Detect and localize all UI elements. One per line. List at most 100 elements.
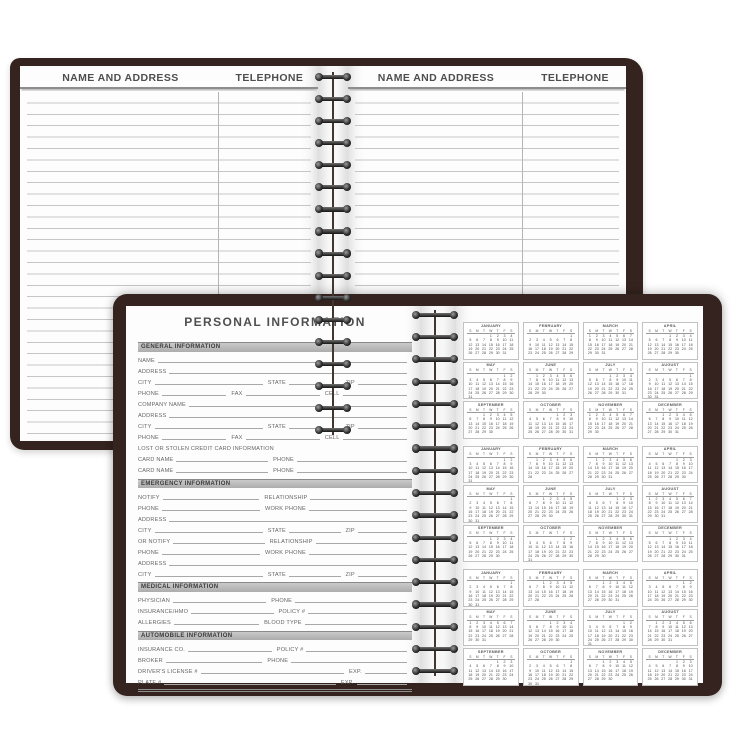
year-calendar-blocks: JANUARY S M T W T F S 1 2 3 4 5 6 7 8 9 10 11 12 13 14 15 16 17 1… (456, 306, 703, 686)
fill-in-line (200, 672, 345, 674)
page-title: PERSONAL INFORMATION (184, 315, 366, 329)
name-address-header: NAME AND ADDRESS (62, 72, 179, 84)
binding-coil (315, 249, 351, 259)
field-label: CITY (138, 571, 152, 578)
form-row: CITY STATE ZIP (138, 568, 412, 579)
spiral-binding (315, 72, 351, 435)
field-label: CITY (138, 380, 152, 386)
month-calendar: MARCH S M T W T F S 1 2 3 4 5 6 7 8 9 10 11 12 13 14 15 16 17 18 1… (582, 445, 639, 483)
day-grid: 1 2 3 4 5 6 7 8 9 10 11 12 13 14 15 16 17 18 19 20 21 22 23 24 2… (647, 620, 693, 642)
field-label: OR NOTIFY (138, 538, 171, 545)
fill-in-line (364, 672, 407, 674)
form-row: OR NOTIFY RELATIONSHIP (138, 535, 412, 546)
fill-in-line (161, 395, 227, 397)
fill-in-line (169, 520, 407, 522)
binding-coil (315, 182, 351, 192)
field-label: FAX (231, 435, 243, 441)
fill-in-line (162, 498, 260, 500)
month-calendar: APRIL S M T W T F S 1 2 3 4 5 6 7 8 9 10 11 12 13 14 15 16 17 18 1… (642, 445, 698, 483)
section-heading: EMERGENCY INFORMATION (138, 478, 412, 488)
form-row: NOTIFY RELATIONSHIP (138, 491, 412, 502)
month-calendar: JANUARY S M T W T F S 1 2 3 4 5 6 7 8 9 10 11 12 13 14 15 16 17 1… (463, 322, 519, 360)
month-name: JULY (605, 610, 616, 615)
month-calendar: OCTOBER S M T W T F S 1 2 3 4 5 6 7 8 9 10 11 12 13 14 15 16 17 1… (522, 401, 579, 439)
month-calendar: DECEMBER S M T W T F S 1 2 3 4 5 6 7 8 9 10 11 12 13 14 15 16 17… (642, 648, 698, 686)
form-row: ALLERGIES BLOOD TYPE (138, 616, 412, 627)
telephone-header: TELEPHONE (541, 72, 609, 84)
field-label: STATE (267, 424, 286, 430)
field-label: CELL (324, 391, 340, 397)
form-row: DRIVER'S LICENSE # EXP. (138, 665, 412, 676)
month-calendar: MAY S M T W T F S 1 2 3 4 5 6 7 8 9 10 11 12 13 14 15 16 17 18 19 2… (463, 361, 519, 399)
fill-in-line (308, 613, 407, 615)
month-calendar: SEPTEMBER S M T W T F S 1 2 3 4 5 6 7 8 9 10 11 12 13 14 15 16 1… (463, 648, 519, 686)
day-grid: 1 2 3 4 5 6 7 8 9 10 11 12 13 14 15 16 17 18 19 20 21 22 23 24 2… (647, 373, 693, 399)
field-label: ZIP (345, 527, 355, 534)
binding-coil (315, 116, 351, 126)
field-label: CITY (138, 424, 152, 430)
day-grid: 1 2 3 4 5 6 7 8 9 10 11 12 13 14 15 16 17 18 19 20 21 22 23 24 2… (587, 620, 633, 646)
fill-in-line (161, 439, 227, 441)
field-label: EXP. (349, 668, 362, 675)
month-name: JANUARY (480, 447, 501, 452)
month-name: SEPTEMBER (477, 402, 504, 407)
field-label: PHYSICIAN (138, 598, 170, 604)
month-name: AUGUST (661, 610, 679, 615)
fill-in-line (288, 384, 341, 386)
binding-coil (412, 355, 458, 365)
fill-in-line (154, 428, 263, 430)
binding-coil (315, 160, 351, 170)
day-grid: 1 2 3 4 5 6 7 8 9 10 11 12 13 14 15 16 17 18 19 20 21 22 23 24 2… (468, 457, 514, 483)
day-grid: 1 2 3 4 5 6 7 8 9 10 11 12 13 14 15 16 17 18 19 20 21 22 23 24 2… (587, 581, 633, 603)
fill-in-line (176, 461, 269, 463)
field-label: ADDRESS (138, 369, 167, 375)
month-calendar: SEPTEMBER S M T W T F S 1 2 3 4 5 6 7 8 9 10 11 12 13 14 15 16 1… (463, 401, 519, 439)
binding-coil (412, 533, 458, 543)
binding-coil (412, 511, 458, 521)
day-grid: 1 2 3 4 5 6 7 8 9 10 11 12 13 14 15 16 17 18 19 20 21 22 23 24 2… (468, 660, 514, 682)
fill-in-line (357, 531, 407, 533)
month-calendar: NOVEMBER S M T W T F S 1 2 3 4 5 6 7 8 9 10 11 12 13 14 15 16 17… (582, 648, 639, 686)
day-grid: 1 2 3 4 5 6 7 8 9 10 11 12 13 14 15 16 17 18 19 20 21 22 23 24 2… (587, 373, 633, 395)
month-calendar: JULY S M T W T F S 1 2 3 4 5 6 7 8 9 10 11 12 13 14 15 16 17 18 19… (582, 608, 639, 646)
month-name: OCTOBER (540, 402, 561, 407)
day-grid: 1 2 3 4 5 6 7 8 9 10 11 12 13 14 15 16 17 18 19 20 21 22 23 24 2… (528, 373, 574, 395)
day-grid: 1 2 3 4 5 6 7 8 9 10 11 12 13 14 15 16 17 18 19 20 21 22 23 24 2… (587, 536, 633, 558)
binding-coil (412, 310, 458, 320)
fill-in-line (295, 602, 407, 604)
day-grid: 1 2 3 4 5 6 7 8 9 10 11 12 13 14 15 16 17 18 19 20 21 22 23 24 2… (528, 581, 574, 603)
month-name: FEBRUARY (539, 447, 563, 452)
month-calendar: AUGUST S M T W T F S 1 2 3 4 5 6 7 8 9 10 11 12 13 14 15 16 17 18… (642, 485, 698, 523)
fill-in-line (342, 395, 407, 397)
binding-coil (315, 72, 351, 82)
fill-in-line (357, 575, 407, 577)
binding-coil (315, 293, 351, 303)
field-label: PHONE (138, 435, 159, 441)
month-calendar: OCTOBER S M T W T F S 1 2 3 4 5 6 7 8 9 10 11 12 13 14 15 16 17 1… (522, 524, 579, 562)
day-grid: 1 2 3 4 5 6 7 8 9 10 11 12 13 14 15 16 17 18 19 20 21 22 23 24 2… (647, 536, 693, 558)
binding-coil (315, 403, 351, 413)
day-grid: 1 2 3 4 5 6 7 8 9 10 11 12 13 14 15 16 17 18 19 20 21 22 23 24 2… (587, 497, 633, 519)
binding-coil (412, 332, 458, 342)
day-grid: 1 2 3 4 5 6 7 8 9 10 11 12 13 14 15 16 17 18 19 20 21 22 23 24 2… (528, 660, 574, 686)
field-label: ALLERGIES (138, 620, 171, 626)
binding-coil (412, 644, 458, 654)
form-end-rule (138, 689, 412, 693)
month-calendar: SEPTEMBER S M T W T F S 1 2 3 4 5 6 7 8 9 10 11 12 13 14 15 16 1… (463, 524, 519, 562)
field-label: STATE (267, 571, 286, 578)
fill-in-line (357, 428, 407, 430)
field-label: STATE (267, 380, 286, 386)
fill-in-line (154, 531, 263, 533)
month-name: JUNE (545, 486, 557, 491)
month-name: NOVEMBER (598, 526, 623, 531)
